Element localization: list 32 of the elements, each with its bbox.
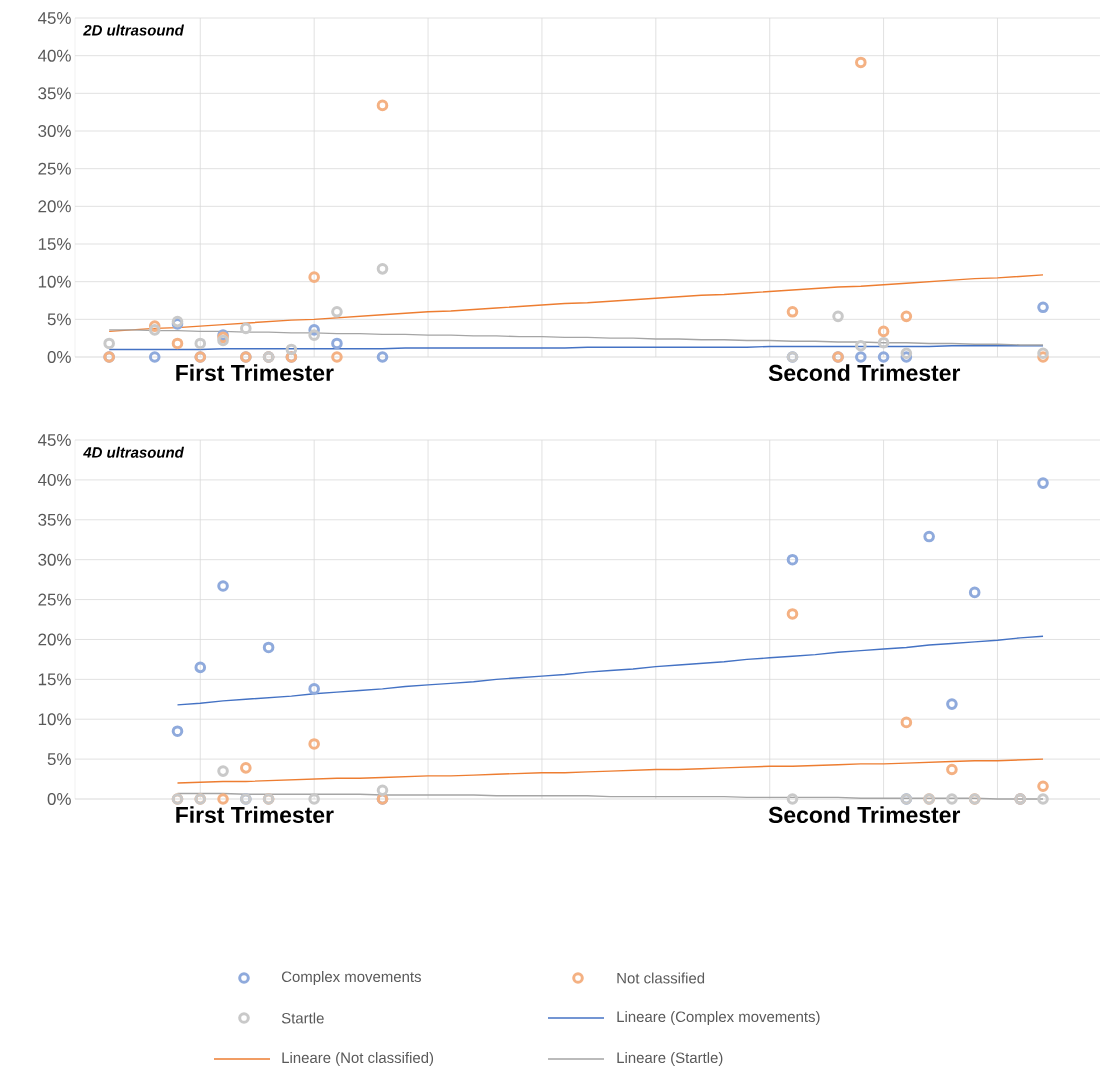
y-tick-label: 30% (38, 125, 71, 138)
text: Second Trimester (768, 364, 961, 382)
legend-label: Lineare (Complex movements) (617, 1011, 820, 1025)
text: First Trimester (176, 364, 334, 382)
y-tick-label: 40% (37, 49, 71, 62)
y-tick-label: 5% (47, 753, 71, 766)
y-tick-label: 20% (38, 633, 71, 646)
y-tick-label: 30% (38, 553, 71, 566)
y-tick-label: 35% (38, 513, 71, 526)
y-tick-label: 45% (37, 12, 71, 24)
y-tick-label: 35% (38, 87, 71, 100)
text: First Trimester (176, 806, 334, 824)
y-tick-label: 45% (37, 434, 71, 446)
y-tick-label: 15% (38, 238, 71, 250)
legend-label: Not classified (617, 972, 705, 984)
y-tick-label: 10% (38, 275, 71, 288)
legend-label: Complex movements (281, 971, 421, 985)
y-tick-label: 15% (38, 673, 71, 686)
chart-title: 2D ultrasound (83, 24, 185, 36)
y-tick-label: 0% (47, 351, 71, 364)
legend-label: Lineare (Not classified) (282, 1052, 434, 1066)
text: Second Trimester (768, 806, 961, 824)
legend-label: Startle (281, 1012, 324, 1024)
y-tick-label: 20% (38, 200, 71, 213)
y-tick-label: 25% (38, 593, 71, 606)
chart-title: 4D ultrasound (83, 446, 185, 458)
y-tick-label: 10% (38, 713, 71, 726)
legend-label: Lineare (Startle) (617, 1052, 723, 1066)
y-tick-label: 0% (47, 793, 71, 806)
y-tick-label: 25% (38, 162, 71, 175)
y-tick-label: 40% (37, 473, 71, 486)
y-tick-label: 5% (47, 313, 71, 326)
